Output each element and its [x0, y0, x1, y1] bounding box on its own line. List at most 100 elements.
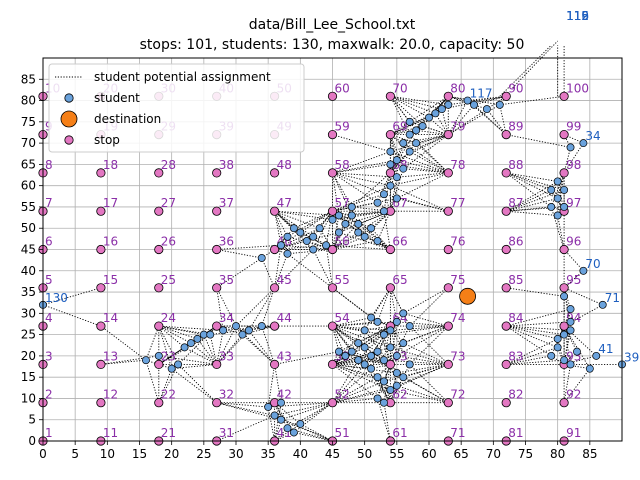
stop-marker [327, 244, 338, 255]
assignment-edge [235, 287, 275, 327]
stop-label: 8 [45, 158, 53, 172]
student-marker [579, 139, 588, 148]
student-marker [373, 198, 382, 207]
assignment-edge [216, 330, 250, 365]
stop-marker [269, 206, 280, 216]
x-tick-label: 10 [100, 447, 115, 461]
stop-label: 55 [335, 273, 350, 287]
student-marker [373, 347, 382, 356]
assignment-edge [216, 330, 224, 365]
y-tick-label: 15 [21, 370, 36, 384]
stop-label: 4 [45, 311, 53, 325]
x-tick-label: 85 [582, 447, 597, 461]
stop-label: 65 [392, 273, 407, 287]
stop-label: 32 [219, 388, 234, 402]
stop-marker [559, 91, 569, 101]
stop-marker [559, 283, 569, 293]
student-label: 70 [585, 257, 600, 271]
assignment-edge [274, 210, 308, 242]
assignment-edge [332, 325, 385, 336]
student-marker [547, 185, 556, 194]
assignment-edge [332, 376, 378, 404]
stop-label: 11 [103, 426, 118, 440]
assignment-edge [274, 423, 301, 441]
student-marker [373, 373, 382, 382]
assignment-edge [332, 240, 378, 250]
plot-frame [42, 57, 623, 442]
y-tick-label: 50 [21, 221, 36, 235]
stop-label: 18 [103, 158, 118, 172]
stop-label: 91 [566, 426, 581, 440]
x-tick-label: 75 [518, 447, 533, 461]
assignment-edge [274, 211, 282, 246]
assignment-edge [467, 95, 507, 102]
assignment-edge [274, 211, 288, 254]
assignment-edge [332, 325, 391, 348]
student-marker [566, 326, 575, 335]
x-tick-label: 65 [454, 447, 469, 461]
student-marker [360, 343, 369, 352]
legend-marker-swatch [60, 110, 78, 128]
stop-label: 38 [219, 158, 234, 172]
assignment-edge [403, 142, 449, 174]
stop-label: 88 [508, 158, 523, 172]
student-marker [431, 109, 440, 118]
assignment-edge [409, 95, 449, 123]
assignment-edge [43, 304, 102, 327]
student-marker [373, 237, 382, 245]
stop-label: 81 [508, 426, 523, 440]
stop-label: 28 [161, 158, 176, 172]
x-tick-label: 55 [389, 447, 404, 461]
stop-label: 71 [450, 426, 465, 440]
stop-marker [327, 398, 338, 408]
stop-label: 24 [161, 311, 176, 325]
assignment-edge [563, 287, 603, 306]
assignment-edge [358, 325, 391, 344]
stop-label: 92 [566, 388, 581, 402]
assignment-edge [396, 355, 449, 365]
assignment-edge [216, 402, 269, 408]
stop-label: 37 [219, 196, 234, 210]
student-marker [495, 100, 504, 109]
student-marker [386, 326, 395, 335]
assignment-edge [506, 206, 565, 212]
student-marker [560, 202, 569, 211]
assignment-edge [100, 355, 159, 365]
assignment-edge [332, 321, 378, 327]
stop-label: 3 [45, 349, 53, 363]
assignment-edge [370, 287, 391, 318]
student-marker [354, 220, 363, 228]
student-marker [553, 334, 562, 343]
student-marker [373, 394, 382, 403]
stop-marker [443, 244, 453, 255]
stop-marker [96, 168, 106, 178]
assignment-edge [396, 363, 449, 387]
assignment-edge [390, 142, 417, 174]
assignment-edge [280, 419, 333, 441]
stop-label: 48 [277, 158, 292, 172]
stop-label: 47 [277, 196, 292, 210]
student-marker [238, 330, 247, 339]
student-marker [167, 364, 176, 373]
x-tick-label: 80 [550, 447, 565, 461]
y-tick-label: 0 [28, 434, 36, 448]
student-marker [380, 190, 388, 199]
student-marker [347, 202, 356, 211]
student-marker [553, 343, 562, 352]
stop-marker [212, 398, 222, 408]
stop-label: 31 [219, 426, 234, 440]
assignment-edge [506, 338, 558, 365]
student-marker [380, 207, 388, 216]
stop-marker [385, 130, 395, 140]
y-tick-label: 60 [21, 179, 36, 193]
stop-marker [96, 359, 106, 369]
assignment-edge [158, 325, 224, 331]
stop-marker [385, 168, 395, 178]
legend-marker-swatch [64, 93, 74, 103]
student-marker [470, 100, 478, 109]
assignment-edge [351, 172, 391, 208]
student-marker [334, 228, 343, 237]
assignment-edge [409, 287, 449, 327]
assignment-edge [351, 325, 391, 353]
stop-label: 15 [103, 273, 118, 287]
